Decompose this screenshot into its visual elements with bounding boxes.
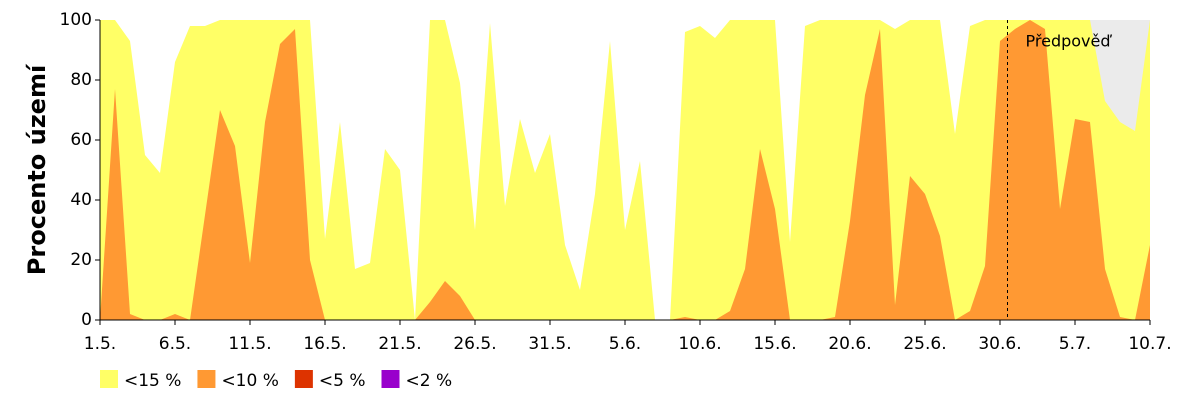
legend-label: <2 % xyxy=(406,371,453,391)
x-tick-label: 6.5. xyxy=(159,334,191,354)
x-tick-label: 16.5. xyxy=(303,334,346,354)
x-tick-label: 20.6. xyxy=(828,334,871,354)
legend-label: <10 % xyxy=(221,371,278,391)
x-tick-label: 1.5. xyxy=(84,334,116,354)
legend-label: <5 % xyxy=(319,371,366,391)
forecast-label: Předpověď xyxy=(1026,32,1113,51)
y-tick-label: 100 xyxy=(60,10,92,30)
y-tick-label: 40 xyxy=(70,190,92,210)
y-tick-label: 60 xyxy=(70,130,92,150)
x-tick-label: 21.5. xyxy=(378,334,421,354)
y-tick-label: 80 xyxy=(70,70,92,90)
y-axis-label: Procento území xyxy=(23,63,51,275)
x-tick-label: 10.6. xyxy=(678,334,721,354)
x-tick-label: 10.7. xyxy=(1128,334,1171,354)
legend-swatch xyxy=(381,370,400,388)
legend-swatch xyxy=(100,370,118,388)
x-tick-label: 25.6. xyxy=(903,334,946,354)
x-tick-label: 30.6. xyxy=(978,334,1021,354)
y-tick-label: 0 xyxy=(81,310,92,330)
y-tick-label: 20 xyxy=(70,250,92,270)
area xyxy=(100,20,1150,320)
x-tick-label: 26.5. xyxy=(453,334,496,354)
x-tick-label: 5.6. xyxy=(609,334,641,354)
x-tick-label: 5.7. xyxy=(1059,334,1091,354)
x-tick-label: 15.6. xyxy=(753,334,796,354)
x-tick-label: 31.5. xyxy=(528,334,571,354)
x-tick-label: 11.5. xyxy=(228,334,271,354)
legend-swatch xyxy=(197,370,216,388)
legend-swatch xyxy=(294,370,313,388)
legend-label: <15 % xyxy=(124,371,181,391)
